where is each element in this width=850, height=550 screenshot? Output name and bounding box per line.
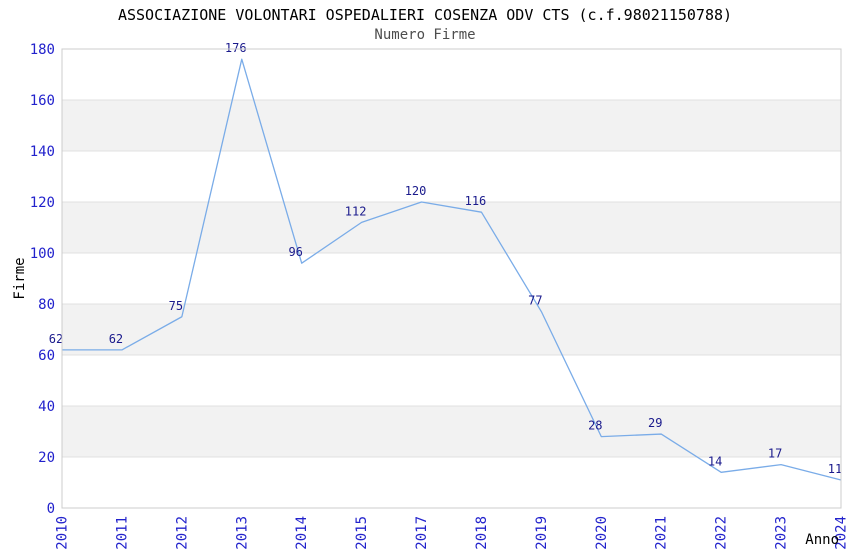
x-tick-label: 2020	[594, 516, 610, 550]
x-tick-label: 2012	[174, 516, 190, 550]
value-label: 176	[225, 41, 247, 55]
x-tick-label: 2017	[414, 516, 430, 550]
y-tick-label: 0	[47, 501, 55, 517]
plot-border	[61, 48, 842, 509]
x-axis-title: Anno	[805, 532, 839, 548]
x-tick-label: 2022	[714, 516, 730, 550]
x-tick-label: 2010	[54, 516, 70, 550]
y-tick-label: 180	[30, 42, 55, 58]
x-tick-label: 2014	[294, 516, 310, 550]
value-label: 28	[588, 419, 602, 433]
y-tick-label: 40	[38, 399, 55, 415]
y-tick-label: 140	[30, 144, 55, 160]
y-tick-label: 20	[38, 450, 55, 466]
y-axis-title: Firme	[12, 257, 28, 299]
value-label: 116	[465, 194, 487, 208]
x-tick-label: 2024	[833, 516, 849, 550]
value-label: 11	[828, 462, 842, 476]
value-label: 77	[528, 294, 542, 308]
value-label: 120	[405, 184, 427, 198]
y-grid-band	[62, 304, 841, 355]
x-tick-label: 2018	[474, 516, 490, 550]
y-tick-label: 80	[38, 297, 55, 313]
y-tick-label: 60	[38, 348, 55, 364]
value-label: 14	[708, 454, 722, 468]
x-tick-label: 2013	[234, 516, 250, 550]
y-grid-band	[62, 202, 841, 253]
y-tick-label: 100	[30, 246, 55, 262]
value-label: 75	[169, 299, 183, 313]
x-tick-label: 2021	[654, 516, 670, 550]
data-series-line	[62, 58, 842, 481]
value-label: 62	[49, 332, 63, 346]
value-label: 112	[345, 204, 367, 218]
value-label: 62	[109, 332, 123, 346]
value-label: 29	[648, 416, 662, 430]
x-tick-label: 2015	[354, 516, 370, 550]
chart-subtitle: Numero Firme	[374, 27, 476, 43]
y-grid-band	[62, 100, 841, 151]
y-tick-label: 120	[30, 195, 55, 211]
value-label: 96	[288, 245, 302, 259]
x-tick-label: 2019	[534, 516, 550, 550]
x-tick-label: 2011	[114, 516, 130, 550]
chart-title: ASSOCIAZIONE VOLONTARI OSPEDALIERI COSEN…	[117, 6, 733, 24]
x-tick-label: 2023	[774, 516, 790, 550]
y-grid-band	[62, 406, 841, 457]
value-label: 17	[768, 447, 782, 461]
y-tick-label: 160	[30, 93, 55, 109]
